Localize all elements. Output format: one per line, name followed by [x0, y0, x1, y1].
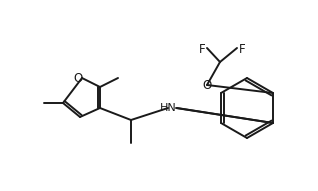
Text: F: F — [239, 43, 245, 56]
Text: O: O — [202, 79, 211, 91]
Text: O: O — [73, 71, 83, 84]
Text: F: F — [199, 43, 205, 56]
Text: HN: HN — [160, 103, 176, 113]
